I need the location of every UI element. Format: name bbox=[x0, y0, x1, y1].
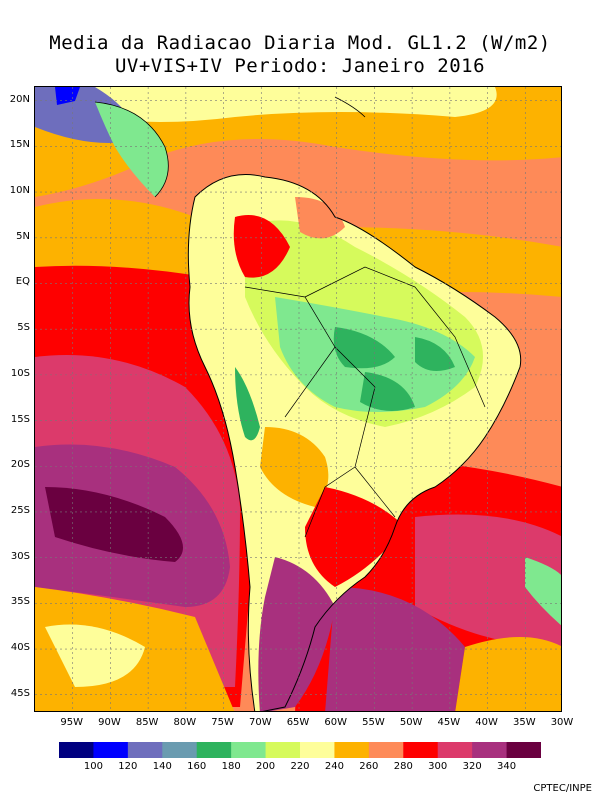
longitude-tick-label: 65W bbox=[286, 717, 310, 728]
colorbar-swatch bbox=[127, 742, 163, 758]
patagonia-purple-region bbox=[258, 557, 335, 711]
colorbar-tick-label: 140 bbox=[152, 761, 172, 772]
colorbar-tick-label: 100 bbox=[83, 761, 103, 772]
colorbar-swatch bbox=[437, 742, 473, 758]
latitude-tick-label: 30S bbox=[10, 550, 30, 562]
colorbar-swatch bbox=[300, 742, 335, 758]
longitude-tick-label: 85W bbox=[135, 717, 159, 728]
colorbar-tick-label: 320 bbox=[462, 761, 482, 772]
latitude-tick-label: 5N bbox=[16, 230, 30, 242]
colorbar-tick-label: 240 bbox=[324, 761, 344, 772]
south-america-coastline bbox=[187, 174, 522, 711]
longitude-tick-label: 60W bbox=[324, 717, 348, 728]
colorbar-swatch bbox=[93, 742, 129, 758]
credit-label: CPTEC/INPE bbox=[533, 783, 592, 794]
latitude-tick-label: EQ bbox=[15, 276, 30, 288]
latitude-tick-label: 10N bbox=[9, 185, 30, 197]
colorbar-tick-label: 340 bbox=[497, 761, 517, 772]
colorbar-swatch bbox=[265, 742, 301, 758]
colorbar-swatch bbox=[162, 742, 198, 758]
latitude-tick-label: 10S bbox=[10, 367, 30, 379]
colorbar-swatch bbox=[196, 742, 232, 758]
longitude-tick-label: 80W bbox=[173, 717, 197, 728]
country-borders bbox=[244, 266, 486, 538]
colorbar-tick-label: 260 bbox=[359, 761, 379, 772]
south-pacific-dark bbox=[45, 487, 183, 562]
south-atlantic-magenta bbox=[415, 514, 561, 647]
latitude-tick-label: 45S bbox=[10, 687, 30, 699]
colorbar-tick-label: 160 bbox=[187, 761, 207, 772]
colorbar-swatch bbox=[231, 742, 267, 758]
longitude-tick-label: 70W bbox=[248, 717, 272, 728]
colombia-red-region bbox=[233, 215, 290, 278]
latitude-tick-label: 40S bbox=[10, 642, 30, 654]
venezuela-orange-region bbox=[295, 197, 345, 239]
latitude-tick-label: 5S bbox=[17, 322, 30, 334]
map-title-line2: UV+VIS+IV Periodo: Janeiro 2016 bbox=[114, 55, 486, 77]
central-america-coastline bbox=[94, 96, 366, 198]
grid-lines bbox=[35, 87, 561, 711]
colorbar-swatch bbox=[472, 742, 508, 758]
central-america-green bbox=[95, 102, 169, 197]
colorbar-swatch bbox=[506, 742, 541, 758]
colorbar-tick-label: 280 bbox=[393, 761, 413, 772]
colorbar-swatch bbox=[59, 742, 94, 758]
longitude-tick-label: 75W bbox=[211, 717, 234, 728]
longitude-tick-label: 55W bbox=[362, 717, 385, 728]
longitude-tick-label: 90W bbox=[98, 717, 121, 728]
map-svg bbox=[35, 87, 561, 711]
colorbar bbox=[59, 742, 541, 758]
latitude-tick-label: 35S bbox=[10, 596, 30, 608]
map-title-line1: Media da Radiacao Diaria Mod. GL1.2 (W/m… bbox=[49, 32, 551, 54]
colorbar-tick-label: 120 bbox=[118, 761, 138, 772]
caribbean-yellow-region bbox=[95, 87, 497, 122]
colorbar-swatch bbox=[368, 742, 404, 758]
south-pacific-yellow bbox=[45, 624, 145, 687]
latitude-tick-label: 15N bbox=[9, 139, 30, 151]
colorbar-swatch bbox=[334, 742, 370, 758]
colorbar-tick-label: 180 bbox=[221, 761, 241, 772]
amazon-dark-green-patches bbox=[333, 327, 455, 411]
colorbar-tick-label: 220 bbox=[290, 761, 310, 772]
south-atlantic-orange bbox=[455, 637, 561, 711]
altiplano-orange-region bbox=[260, 427, 329, 507]
colorbar-tick-label: 300 bbox=[428, 761, 448, 772]
colorbar-swatch bbox=[403, 742, 439, 758]
colorbar-tick-label: 200 bbox=[256, 761, 276, 772]
longitude-tick-label: 40W bbox=[475, 717, 498, 728]
andes-green-strip bbox=[235, 367, 260, 441]
longitude-tick-label: 45W bbox=[437, 717, 461, 728]
latitude-tick-label: 25S bbox=[10, 504, 30, 516]
radiation-map bbox=[34, 86, 562, 712]
longitude-tick-label: 35W bbox=[512, 717, 536, 728]
south-atlantic-green bbox=[525, 557, 561, 626]
longitude-tick-label: 50W bbox=[399, 717, 423, 728]
longitude-tick-label: 30W bbox=[550, 717, 574, 728]
latitude-tick-label: 20S bbox=[10, 459, 30, 471]
longitude-tick-label: 95W bbox=[60, 717, 84, 728]
latitude-tick-label: 20N bbox=[9, 93, 30, 105]
latitude-tick-label: 15S bbox=[10, 413, 30, 425]
